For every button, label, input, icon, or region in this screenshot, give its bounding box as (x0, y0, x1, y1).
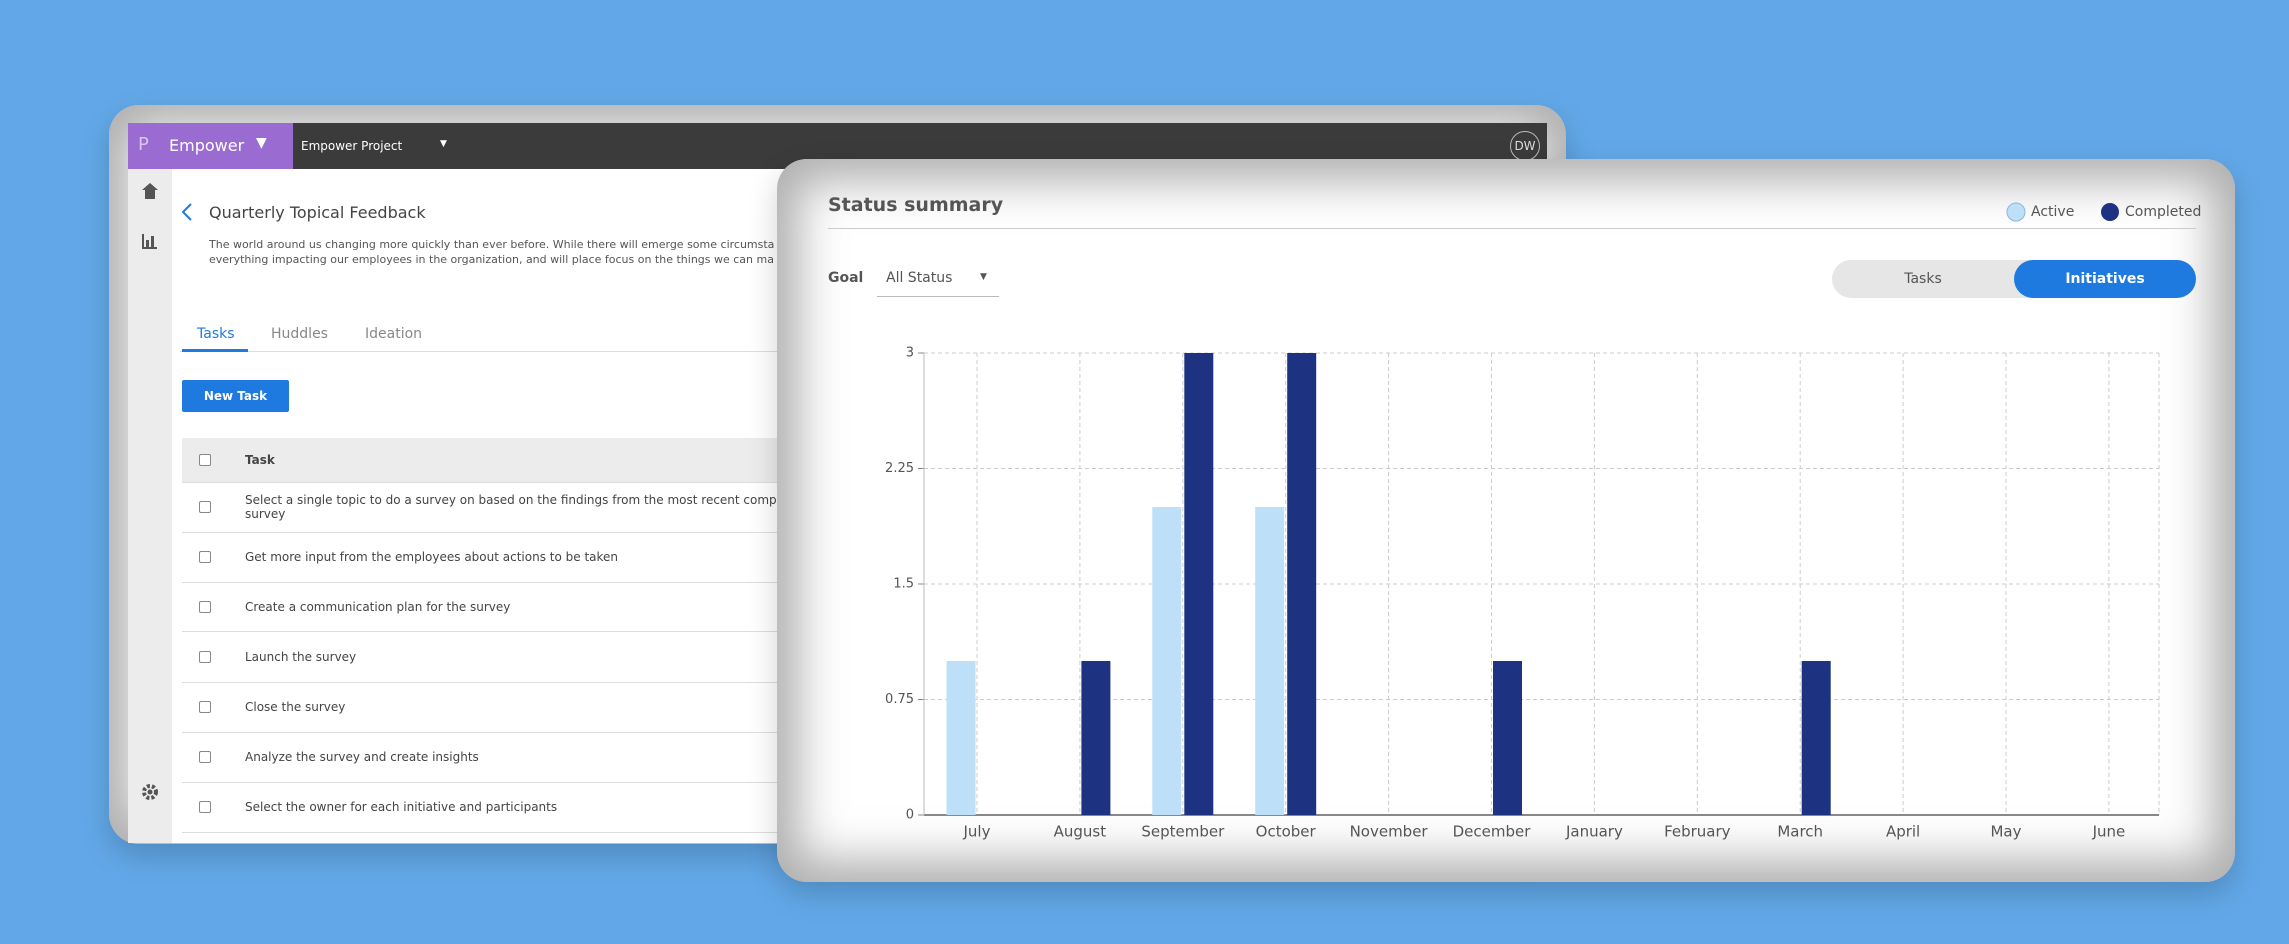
goal-dropdown[interactable]: All Status (886, 270, 953, 286)
bar (946, 661, 976, 815)
x-tick-label: June (2092, 823, 2126, 841)
checkbox[interactable] (199, 551, 211, 563)
legend-swatch (2101, 203, 2119, 221)
tab[interactable]: Ideation (365, 326, 423, 342)
tab[interactable]: Huddles (271, 326, 328, 342)
x-tick-label: May (1990, 823, 2021, 841)
task-name[interactable]: Create a communication plan for the surv… (245, 599, 511, 614)
toggle-option[interactable]: Initiatives (2014, 260, 2196, 298)
x-tick-label: December (1453, 823, 1532, 841)
back-arrow[interactable] (180, 202, 194, 222)
x-tick-label: August (1054, 823, 1107, 841)
task-name[interactable]: Select a single topic to do a survey on … (245, 493, 818, 507)
column-header[interactable]: Task (245, 453, 275, 467)
x-tick-label: January (1565, 823, 1623, 841)
chart-title: Status summary (828, 194, 1004, 216)
bar (1081, 661, 1111, 815)
avatar[interactable]: DW (1510, 131, 1540, 161)
checkbox[interactable] (199, 801, 211, 813)
description: The world around us changing more quickl… (209, 238, 775, 251)
description: everything impacting our employees in th… (209, 253, 774, 266)
legend-label: Active (2031, 204, 2074, 220)
task-name[interactable]: survey (245, 507, 286, 521)
bar (1255, 507, 1285, 815)
y-tick-label: 2.25 (885, 461, 914, 476)
y-tick-label: 1.5 (893, 577, 914, 592)
sidebar (128, 169, 172, 843)
x-tick-label: July (963, 823, 991, 841)
goal-label: Goal (828, 270, 864, 286)
task-name[interactable]: Launch the survey (245, 649, 357, 664)
bar (1493, 661, 1522, 815)
new-task-button[interactable]: New Task (182, 380, 289, 412)
checkbox[interactable] (199, 600, 211, 613)
task-name[interactable]: Close the survey (245, 700, 346, 714)
checkbox[interactable] (199, 751, 211, 763)
x-tick-label: September (1141, 823, 1225, 841)
legend-swatch (2006, 202, 2026, 222)
checkbox[interactable] (199, 501, 211, 513)
y-tick-label: 0 (906, 808, 914, 823)
project-arrow: ▼ (440, 139, 447, 149)
brand-name: Empower (169, 136, 245, 155)
x-tick-label: March (1777, 823, 1823, 841)
task-name[interactable]: Select the owner for each initiative and… (245, 800, 558, 814)
page-title: Quarterly Topical Feedback (209, 203, 426, 222)
bar (1184, 353, 1214, 815)
bar (1152, 507, 1182, 815)
x-tick-label: April (1886, 823, 1920, 841)
tab-indicator (182, 349, 248, 352)
project-name[interactable]: Empower Project (301, 139, 403, 153)
chart: 0 0.75 1.5 2.25 3 July August September October N… (885, 202, 2201, 841)
title-rule (828, 228, 2196, 229)
x-tick-label: February (1664, 823, 1731, 841)
brand[interactable]: P Empower ▼ (128, 123, 293, 169)
status-panel: Status summary Goal All Status ▼ Tasks I… (777, 159, 2235, 882)
bar (1801, 661, 1831, 815)
x-tick-label: November (1350, 823, 1429, 841)
y-tick-label: 0.75 (885, 692, 914, 707)
legend-label: Completed (2125, 204, 2201, 220)
logo: P (138, 134, 149, 155)
task-name[interactable]: Get more input from the employees about … (245, 550, 619, 564)
bar (1287, 353, 1317, 815)
settings-icon[interactable] (141, 783, 159, 801)
dropdown-underline (877, 296, 999, 297)
toggle-option[interactable]: Tasks (1904, 271, 1942, 287)
dropdown-arrow: ▼ (980, 272, 987, 282)
y-tick-label: 3 (906, 346, 914, 361)
checkbox[interactable] (199, 454, 211, 466)
checkbox[interactable] (199, 701, 211, 713)
x-tick-label: October (1256, 823, 1317, 841)
checkbox[interactable] (199, 650, 211, 663)
tab[interactable]: Tasks (197, 326, 235, 342)
home-icon[interactable] (141, 182, 159, 200)
task-name[interactable]: Analyze the survey and create insights (245, 750, 479, 764)
dropdown-arrow: ▼ (256, 135, 267, 151)
report-icon[interactable] (141, 232, 159, 250)
